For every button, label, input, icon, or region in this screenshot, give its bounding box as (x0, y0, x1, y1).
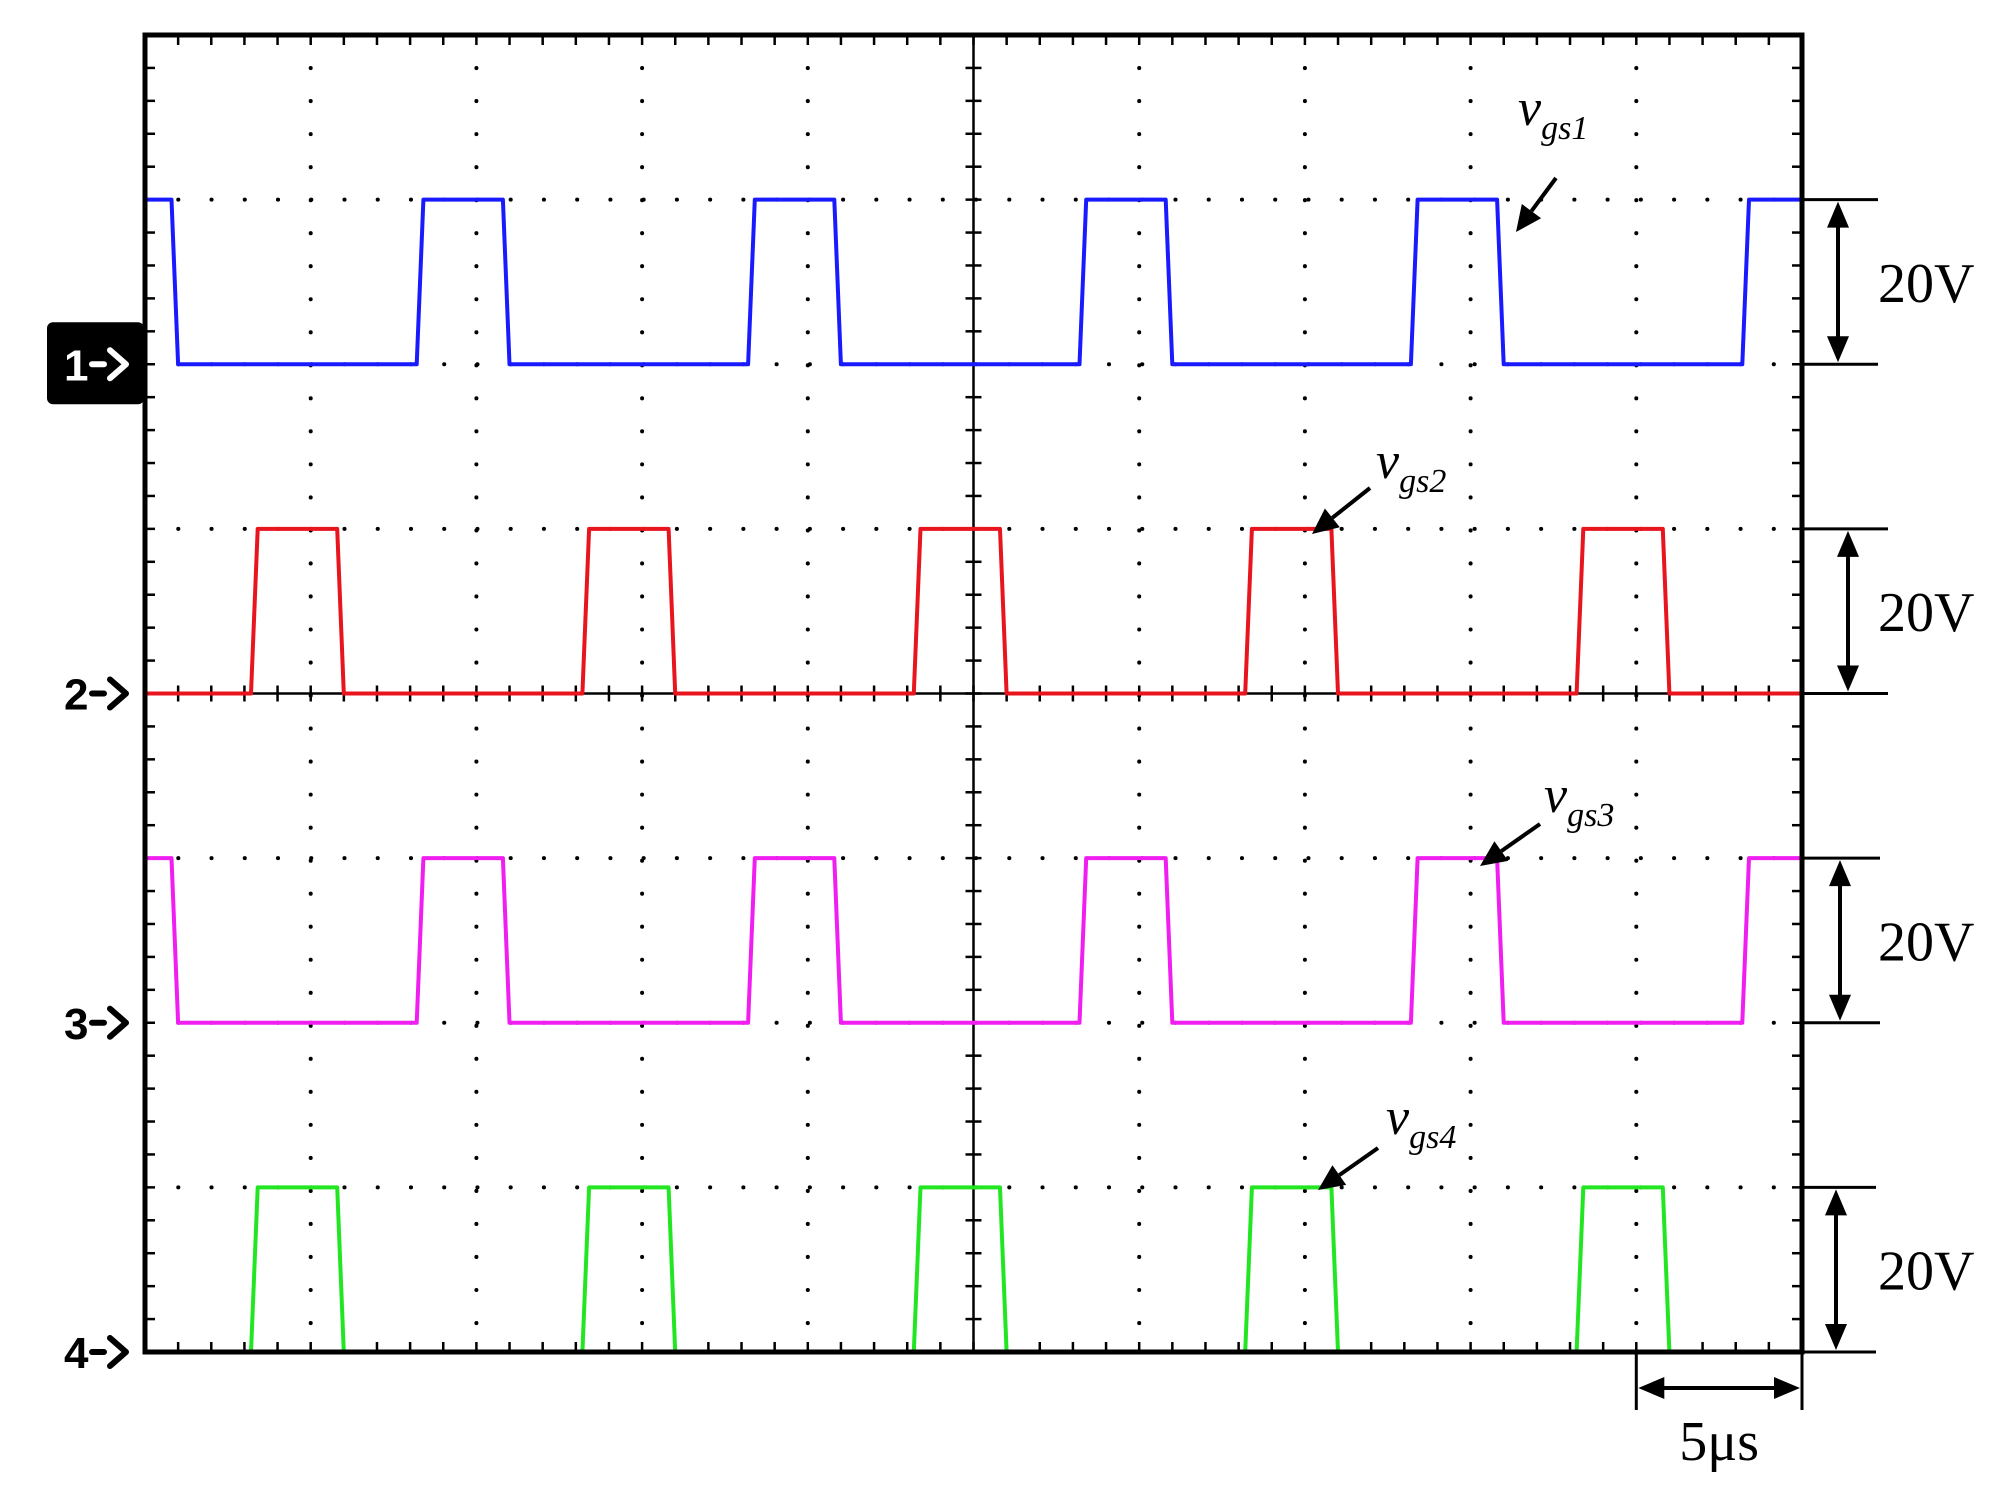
voltage-scale-label: 20V (1878, 253, 1974, 315)
scale-arrow-head (1837, 665, 1859, 692)
scale-arrow-head (1837, 530, 1859, 557)
voltage-scale-1: 20V (1802, 198, 1974, 366)
label-arrow-head (1318, 1165, 1347, 1190)
trace-label-text: vgs4 (1386, 1089, 1456, 1156)
voltage-scale-2: 20V (1802, 527, 1974, 695)
time-scale-arrow-head (1638, 1377, 1665, 1399)
channel-marker-4: 4 (64, 1329, 129, 1378)
voltage-scale-label: 20V (1878, 582, 1974, 644)
trace-v_gs4 (145, 1185, 1802, 1354)
voltage-scale-3: 20V (1802, 856, 1974, 1025)
channel-marker-number: 3 (64, 1000, 88, 1049)
scale-indicators: 20V 20V 20V 20V 5μs (1634, 198, 1974, 1473)
scale-arrow-head (1825, 1189, 1847, 1216)
trace-v_gs1 (145, 197, 1802, 367)
trace-v_gs3 (145, 856, 1802, 1025)
label-arrow-head (1516, 203, 1542, 232)
scale-arrow-head (1829, 860, 1851, 887)
voltage-scale-label: 20V (1878, 1241, 1974, 1303)
channel-marker-3: 3 (64, 1000, 129, 1049)
channel-marker-arrow (89, 1335, 129, 1369)
channel-marker-number: 4 (64, 1329, 89, 1378)
trace-label-v_gs4: vgs4 (1318, 1089, 1456, 1190)
time-scale-arrow-head (1774, 1377, 1800, 1399)
label-arrow-head (1480, 841, 1509, 866)
channel-marker-number: 2 (64, 671, 88, 720)
label-arrow-line (1529, 176, 1558, 213)
channel-markers: 1 2 3 4 (47, 322, 144, 1378)
channel-marker-arrow (89, 347, 129, 382)
time-scale-label: 5μs (1679, 1411, 1759, 1473)
channel-marker-1: 1 (47, 322, 144, 405)
trace-label-text: vgs1 (1518, 80, 1588, 147)
channel-marker-2: 2 (64, 671, 129, 720)
label-arrow-line (1338, 1146, 1380, 1177)
trace-label-v_gs2: vgs2 (1312, 433, 1446, 534)
time-scale: 5μs (1634, 1352, 1804, 1473)
trace-v_gs2 (145, 526, 1802, 696)
trace-label-v_gs3: vgs3 (1480, 767, 1614, 866)
scale-arrow-head (1827, 336, 1849, 363)
trace-label-text: vgs2 (1376, 433, 1446, 500)
channel-marker-arrow (89, 1005, 129, 1040)
traces (145, 197, 1802, 1354)
label-arrow-line (1500, 822, 1542, 853)
voltage-scale-4: 20V (1802, 1185, 1974, 1354)
scale-arrow-head (1827, 201, 1849, 228)
label-arrow-line (1331, 486, 1372, 520)
label-arrow-head (1312, 508, 1340, 534)
scale-arrow-head (1825, 1324, 1847, 1350)
voltage-scale-label: 20V (1878, 911, 1974, 973)
scale-arrow-head (1829, 994, 1851, 1021)
trace-label-text: vgs3 (1544, 767, 1614, 834)
channel-marker-number: 1 (64, 341, 88, 390)
channel-marker-arrow (89, 676, 129, 711)
trace-label-v_gs1: vgs1 (1516, 80, 1588, 232)
trace-labels: vgs1 vgs2 vgs3 vgs4 (1312, 80, 1614, 1190)
